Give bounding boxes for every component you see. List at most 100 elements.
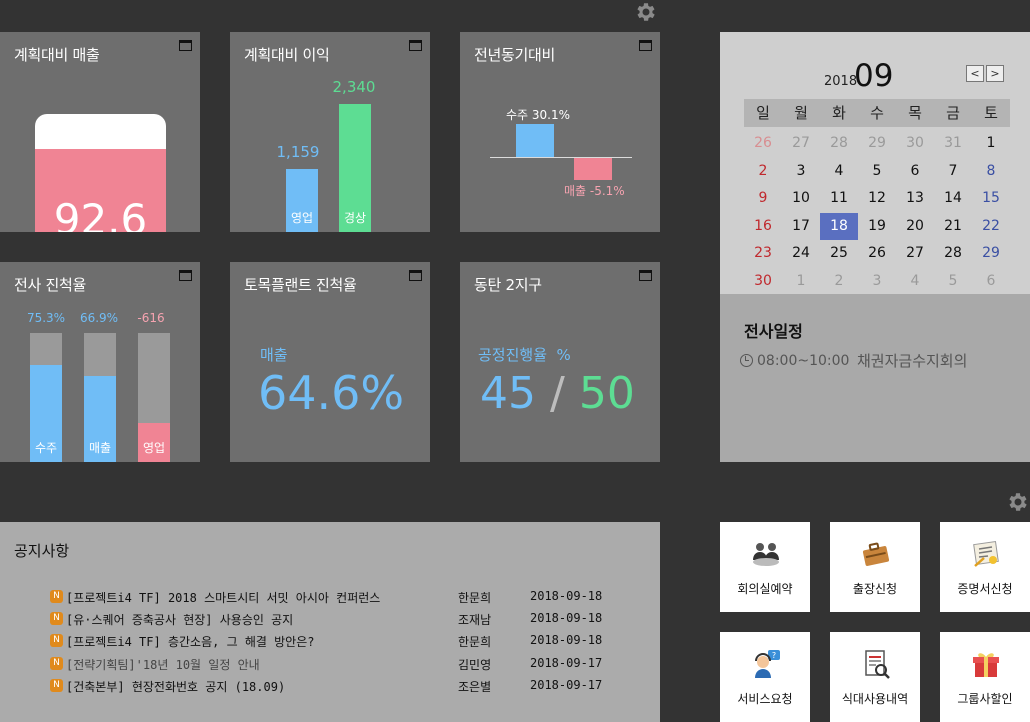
calendar-day[interactable]: 26 — [868, 245, 886, 262]
certificate-icon — [970, 538, 1002, 570]
calendar-day-adjacent[interactable]: 4 — [910, 272, 920, 289]
quick-link-5[interactable]: 식대사용내역 — [830, 632, 920, 722]
calendar-day[interactable]: 23 — [754, 245, 772, 262]
sales-gauge: 92.6 — [35, 114, 166, 232]
calendar-day-adjacent[interactable]: 5 — [948, 272, 958, 289]
calendar-day[interactable]: 4 — [834, 162, 844, 179]
quick-link-label: 회의실예약 — [737, 582, 793, 596]
calendar-day[interactable]: 12 — [868, 190, 886, 207]
notice-subject[interactable]: [전략기획팀]'18년 10월 일정 안내 — [66, 657, 260, 672]
bar-label: 영업 — [290, 211, 314, 225]
maximize-icon[interactable] — [639, 40, 652, 51]
helpdesk-icon: ? — [750, 648, 782, 680]
bar-label: 매출 — [88, 441, 112, 455]
calendar-day[interactable]: 16 — [754, 217, 772, 234]
calendar-day[interactable]: 9 — [758, 190, 768, 207]
calendar-day[interactable]: 24 — [792, 245, 810, 262]
maximize-icon[interactable] — [179, 40, 192, 51]
dongtan-current: 45 — [480, 368, 536, 419]
calendar-day[interactable]: 25 — [830, 245, 848, 262]
sales-progress-fill — [84, 375, 116, 462]
notice-item[interactable]: N [프로젝트i4 TF] 2018 스마트시티 서밋 아시아 컨퍼런스 한문희 20… — [50, 586, 610, 608]
next-month-button[interactable]: > — [986, 65, 1004, 82]
calendar-day-adjacent[interactable]: 31 — [944, 135, 962, 151]
quick-link-4[interactable]: ? 서비스요청 — [720, 632, 810, 722]
calendar-day-adjacent[interactable]: 27 — [792, 135, 810, 151]
notice-author: 한문희 — [458, 635, 492, 650]
notice-subject[interactable]: [건축본부] 현장전화번호 공지 (18.09) — [66, 679, 286, 694]
sales-progress-value: 66.9% — [79, 311, 119, 325]
calendar-day-adjacent[interactable]: 1 — [796, 272, 806, 289]
gear-icon[interactable] — [634, 0, 658, 24]
calendar-day[interactable]: 20 — [906, 217, 924, 234]
calendar-day[interactable]: 15 — [982, 190, 1000, 207]
calendar-day-adjacent[interactable]: 29 — [868, 135, 886, 151]
notice-subject[interactable]: [유·스퀘어 증축공사 현장] 사용승인 공지 — [66, 613, 294, 628]
calendar-day[interactable]: 29 — [982, 245, 1000, 262]
calendar-day[interactable]: 21 — [944, 217, 962, 234]
quick-link-1[interactable]: 회의실예약 — [720, 522, 810, 612]
calendar-day[interactable]: 28 — [944, 245, 962, 262]
quick-link-label: 서비스요청 — [737, 692, 793, 706]
calendar-day[interactable]: 14 — [944, 190, 962, 207]
notice-date: 2018-09-18 — [530, 611, 603, 626]
prev-month-button[interactable]: < — [966, 65, 984, 82]
calendar-day[interactable]: 1 — [986, 135, 996, 151]
calendar-day[interactable]: 17 — [792, 217, 810, 234]
calendar-day[interactable]: 18 — [820, 212, 858, 241]
quick-link-6[interactable]: 그룹사할인 — [940, 632, 1030, 722]
calendar-day[interactable]: 6 — [910, 162, 920, 179]
calendar-day[interactable]: 27 — [906, 245, 924, 262]
quick-link-2[interactable]: 출장신청 — [830, 522, 920, 612]
calendar-day-adjacent[interactable]: 6 — [986, 272, 996, 289]
notice-item[interactable]: N [건축본부] 현장전화번호 공지 (18.09) 조은별 2018-09-17 — [50, 675, 610, 697]
maximize-icon[interactable] — [409, 40, 422, 51]
calendar-day[interactable]: 3 — [796, 162, 806, 179]
baseline — [490, 157, 632, 158]
schedule-item[interactable]: 08:00~10:00 채권자금수지회의 — [740, 350, 967, 371]
new-badge-icon: N — [50, 656, 63, 670]
notice-item[interactable]: N [전략기획팀]'18년 10월 일정 안내 김민영 2018-09-17 — [50, 653, 610, 675]
calendar-day[interactable]: 5 — [872, 162, 882, 179]
plan-sales-tile: 계획대비 매출 92.6 — [0, 32, 200, 232]
weekday-label: 일 — [756, 104, 770, 122]
calendar-day-adjacent[interactable]: 30 — [906, 135, 924, 151]
notice-date: 2018-09-17 — [530, 677, 603, 692]
calendar-day[interactable]: 8 — [986, 162, 996, 179]
notice-subject[interactable]: [프로젝트i4 TF] 층간소음, 그 해결 방안은? — [66, 635, 315, 650]
civil-plant-label: 매출 — [260, 346, 288, 364]
civil-plant-tile: 토목플랜트 진척율 매출 64.6% — [230, 262, 430, 462]
operating-profit-value: 1,159 — [276, 142, 320, 161]
calendar-day-adjacent[interactable]: 26 — [754, 135, 772, 151]
calendar-day[interactable]: 11 — [830, 190, 848, 207]
schedule-title-text: 채권자금수지회의 — [857, 352, 968, 370]
dongtan-total: 50 — [578, 368, 635, 419]
calendar-day-adjacent[interactable]: 28 — [830, 135, 848, 151]
calendar-day-adjacent[interactable]: 2 — [834, 272, 844, 289]
maximize-icon[interactable] — [639, 270, 652, 281]
operating-progress-fill — [138, 423, 170, 462]
calendar-day[interactable]: 10 — [792, 190, 810, 207]
calendar-day[interactable]: 19 — [868, 217, 886, 234]
calendar-day[interactable]: 22 — [982, 217, 1000, 234]
calendar-day[interactable]: 30 — [754, 272, 772, 289]
calendar-day[interactable]: 7 — [948, 162, 958, 179]
ordinary-profit-bar: 경상 — [339, 104, 371, 232]
notice-subject[interactable]: [프로젝트i4 TF] 2018 스마트시티 서밋 아시아 컨퍼런스 — [66, 591, 381, 605]
calendar-day[interactable]: 2 — [758, 162, 768, 179]
ordinary-profit-value: 2,340 — [332, 78, 376, 96]
notice-item[interactable]: N [유·스퀘어 증축공사 현장] 사용승인 공지 조재남 2018-09-18 — [50, 608, 610, 630]
maximize-icon[interactable] — [179, 270, 192, 281]
maximize-icon[interactable] — [409, 270, 422, 281]
gear-icon[interactable] — [1006, 490, 1030, 514]
meeting-room-icon — [750, 538, 782, 570]
calendar-month: 09 — [854, 58, 894, 94]
notice-item[interactable]: N [프로젝트i4 TF] 층간소음, 그 해결 방안은? 한문희 2018-09-1… — [50, 630, 610, 652]
calendar-day[interactable]: 13 — [906, 190, 924, 207]
orders-progress-value: 75.3% — [26, 311, 66, 325]
weekday-label: 화 — [832, 104, 846, 122]
calendar-day-adjacent[interactable]: 3 — [872, 272, 882, 289]
notice-author: 조재남 — [458, 613, 492, 628]
quick-link-3[interactable]: 증명서신청 — [940, 522, 1030, 612]
